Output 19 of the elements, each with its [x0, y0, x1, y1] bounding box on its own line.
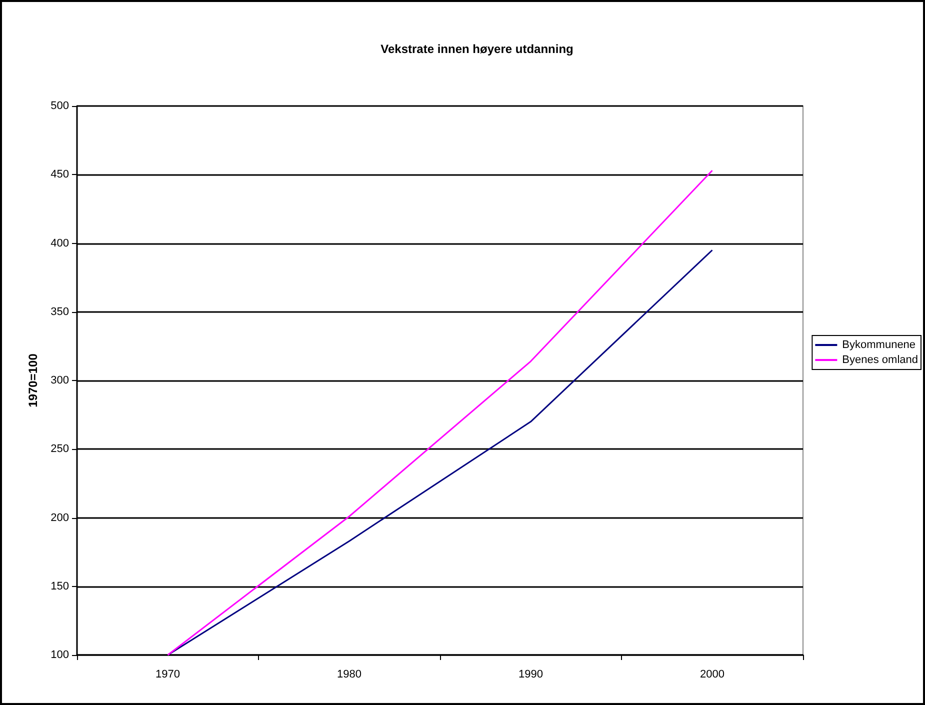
y-tick-label: 200 — [50, 512, 69, 524]
line-series — [167, 170, 713, 656]
y-tick-label: 300 — [50, 374, 69, 386]
y-tick-label: 100 — [50, 649, 69, 661]
y-tick-label: 400 — [50, 237, 69, 250]
y-tick-label: 500 — [50, 100, 69, 112]
y-tick-label: 350 — [50, 306, 69, 318]
y-tick-label: 150 — [50, 580, 69, 592]
chart-title: Vekstrate innen høyere utdanning — [380, 42, 574, 56]
y-axis-title: 1970=100 — [26, 353, 40, 408]
x-tick-label: 1990 — [518, 668, 543, 680]
x-tick-label: 1970 — [156, 668, 180, 680]
line-series — [167, 249, 713, 656]
x-tick-label: 2000 — [700, 668, 724, 680]
y-tick-label: 450 — [50, 168, 69, 181]
legend-label: Bykommunene — [842, 339, 916, 351]
x-tick-label: 1980 — [337, 668, 362, 680]
y-tick-label: 250 — [50, 443, 69, 456]
legend-label: Byenes omland — [842, 354, 918, 366]
